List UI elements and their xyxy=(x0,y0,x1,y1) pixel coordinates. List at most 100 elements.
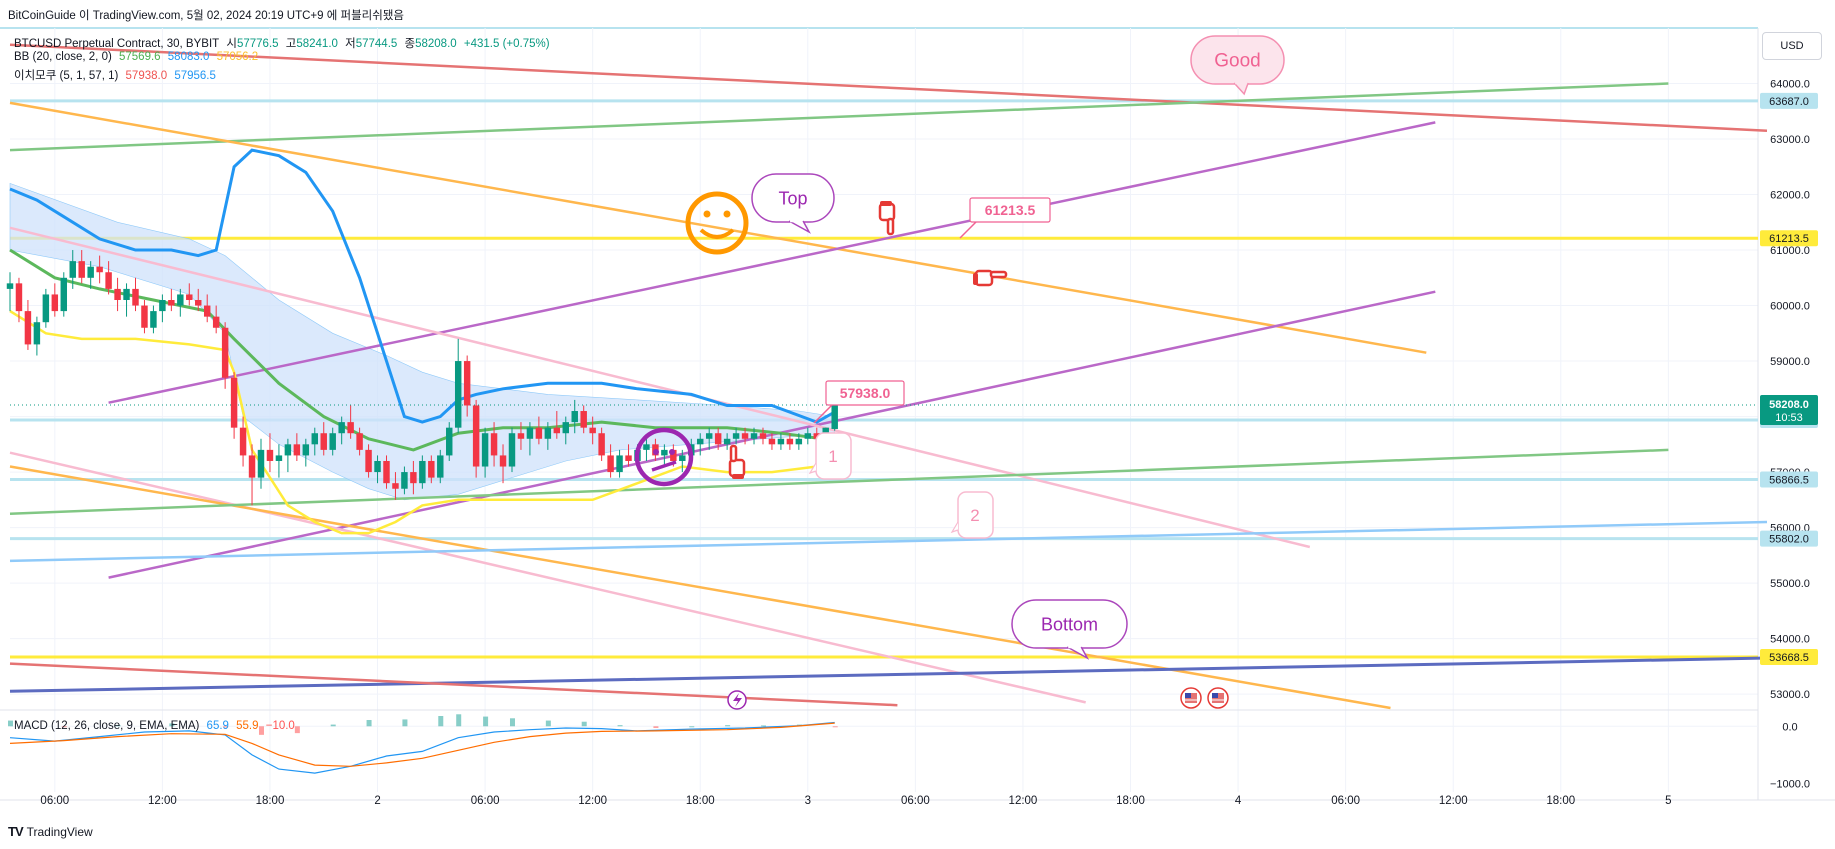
candle-body xyxy=(813,433,820,439)
candle-body xyxy=(33,322,41,345)
candle-body xyxy=(15,283,23,312)
candle-body xyxy=(87,266,94,278)
candle-body xyxy=(195,300,202,306)
candle-body xyxy=(159,300,166,312)
candle-body xyxy=(463,361,471,406)
candle-body xyxy=(410,472,417,484)
bottom-callout-tail xyxy=(1066,646,1090,660)
candle-body xyxy=(347,422,354,434)
candle-body xyxy=(275,455,283,461)
symbol-legend: BTCUSD Perpetual Contract, 30, BYBIT 시57… xyxy=(14,38,550,50)
candle-body xyxy=(60,277,68,312)
top-callout-tail xyxy=(788,220,811,234)
macd-histogram-bar xyxy=(438,716,444,727)
candle-body xyxy=(212,316,220,328)
price-callout-61213: 61213.5 xyxy=(959,197,1051,239)
candle-body xyxy=(392,483,399,489)
macd-histogram-bar xyxy=(689,726,695,728)
y-tick-label: 55000.0 xyxy=(1770,578,1810,590)
candle-body xyxy=(777,438,785,445)
macd-histogram-bar xyxy=(294,726,300,734)
countdown-label: 10:53 xyxy=(1775,412,1803,424)
good-callout: Good xyxy=(1190,35,1285,96)
level-price-label: 61213.5 xyxy=(1769,233,1809,245)
candle-body xyxy=(293,444,301,456)
bb-legend[interactable]: BB (20, close, 2, 0) 57569.6 58083.0 570… xyxy=(14,51,259,63)
candle-body xyxy=(795,438,803,445)
wave-2-label: 2 xyxy=(950,491,994,539)
level-price-tag xyxy=(1760,530,1818,547)
symbol-title[interactable]: BTCUSD Perpetual Contract, 30, BYBIT xyxy=(14,38,220,50)
candle-body xyxy=(723,438,731,445)
candle-body xyxy=(132,288,139,306)
close-value: 58208.0 xyxy=(415,38,457,50)
macd-line xyxy=(9,721,835,774)
candle-body xyxy=(428,460,435,478)
macd-histogram-bar xyxy=(61,726,67,728)
candle-body xyxy=(177,294,184,306)
macd-histogram-bar xyxy=(832,726,838,728)
macd-histogram-bar xyxy=(402,719,408,727)
currency-selector[interactable]: USD xyxy=(1762,32,1822,60)
macd-histogram-bar xyxy=(581,721,587,727)
candle-body xyxy=(266,449,274,461)
wave-2-label-text: 2 xyxy=(970,506,979,525)
level-price-label: 55802.0 xyxy=(1769,534,1809,546)
level-price-tag xyxy=(1760,649,1818,666)
bb-lower-value: 57056.2 xyxy=(216,51,259,63)
macd-legend[interactable]: MACD (12, 26, close, 9, EMA, EMA) 65.9 5… xyxy=(14,720,295,732)
candle-body xyxy=(302,444,310,456)
bottom-callout-text: Bottom xyxy=(1041,614,1098,634)
x-tick-label: 06:00 xyxy=(901,795,930,807)
ichimoku-b-value: 57956.5 xyxy=(174,70,216,82)
tradingview-footer[interactable]: TV TradingView xyxy=(8,824,93,839)
candle-body xyxy=(714,433,722,445)
x-tick-label: 18:00 xyxy=(1546,795,1575,807)
last-price-label: 58208.0 xyxy=(1769,399,1809,411)
macd-histogram-bar xyxy=(258,726,264,735)
candle-body xyxy=(499,455,507,467)
candle-body xyxy=(571,411,578,423)
candle-body xyxy=(544,427,552,439)
candle-body xyxy=(446,427,453,456)
candle-body xyxy=(221,327,229,378)
price-callout-61213-text: 61213.5 xyxy=(985,202,1036,218)
trend-line xyxy=(9,101,1427,354)
publish-caption: BitCoinGuide 이 TradingView.com, 5월 02, 2… xyxy=(8,10,404,22)
macd-histogram-bar xyxy=(545,720,551,727)
change-value: +431.5 (+0.75%) xyxy=(463,38,550,50)
y-tick-label: 63000.0 xyxy=(1770,134,1810,146)
good-callout-tail xyxy=(1233,82,1249,96)
trend-line xyxy=(9,43,1768,132)
ichimoku-legend[interactable]: 이치모쿠 (5, 1, 57, 1) 57938.0 57956.5 xyxy=(14,70,216,82)
candle-body xyxy=(230,377,238,428)
y-tick-label: 61000.0 xyxy=(1770,245,1810,257)
candle-body xyxy=(419,460,426,484)
lightning-event-icon xyxy=(727,690,747,710)
macd-histogram-bar xyxy=(115,725,121,727)
candle-body xyxy=(580,411,587,428)
y-tick-label: 54000.0 xyxy=(1770,634,1810,646)
candle-body xyxy=(69,261,76,278)
x-tick-label: 12:00 xyxy=(148,795,177,807)
candle-body xyxy=(248,455,256,478)
good-callout-text: Good xyxy=(1214,51,1260,72)
level-price-label: 53668.5 xyxy=(1769,652,1809,664)
candle-body xyxy=(320,433,327,450)
bb-upper-line xyxy=(9,148,836,424)
macd-histogram-bar xyxy=(366,720,372,727)
candle-body xyxy=(750,433,758,439)
macd-histogram-bar xyxy=(483,716,489,727)
x-tick-label: 2 xyxy=(374,795,380,807)
trend-line xyxy=(9,451,1086,704)
candle-body xyxy=(553,427,561,434)
low-value: 57744.5 xyxy=(355,38,398,50)
x-tick-label: 12:00 xyxy=(1439,795,1468,807)
candle-body xyxy=(437,455,444,478)
wave-1-label-shape xyxy=(815,432,852,480)
candle-body xyxy=(51,294,59,312)
trend-line xyxy=(9,226,1311,549)
candle-body xyxy=(679,455,686,461)
wave-1-label-text: 1 xyxy=(828,447,837,466)
